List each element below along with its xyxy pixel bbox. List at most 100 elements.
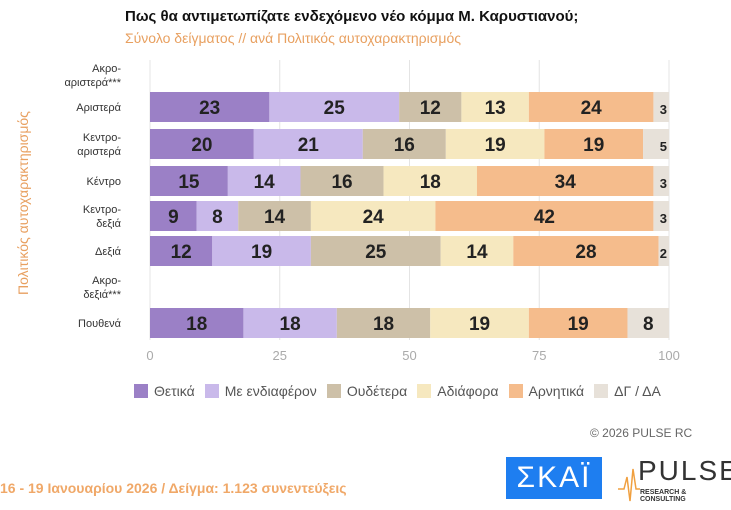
chart-subtitle: Σύνολο δείγματος // ανά Πολιτικός αυτοχα… xyxy=(125,30,461,46)
bar-segment xyxy=(336,308,431,338)
data-label: 23 xyxy=(199,98,220,119)
data-label: 3 xyxy=(660,176,667,191)
data-label: 19 xyxy=(251,242,272,263)
data-label: 3 xyxy=(660,102,667,117)
legend-label: ΔΓ / ΔΑ xyxy=(614,383,661,399)
data-label: 16 xyxy=(394,135,415,156)
data-label: 21 xyxy=(298,135,320,156)
legend-swatch xyxy=(134,384,148,398)
x-tick-label: 0 xyxy=(146,348,153,363)
data-label: 2 xyxy=(660,246,667,261)
data-label: 8 xyxy=(643,314,654,335)
bar-segment xyxy=(627,308,669,338)
data-label: 28 xyxy=(575,242,596,263)
legend-label: Αρνητικά xyxy=(528,383,585,399)
data-label: 3 xyxy=(660,211,667,226)
data-label: 25 xyxy=(365,242,387,263)
bar-segment xyxy=(544,129,644,159)
category-label: Πουθενά xyxy=(78,318,122,330)
footer-note: 16 - 19 Ιανουαρίου 2026 / Δείγμα: 1.123 … xyxy=(0,480,347,496)
legend-swatch xyxy=(508,384,523,398)
legend-item: Αδιάφορα xyxy=(417,383,499,399)
bar-segment xyxy=(269,92,400,122)
category-label: Κεντρο-δεξιά xyxy=(83,204,122,230)
data-label: 19 xyxy=(568,314,589,335)
data-label: 19 xyxy=(469,314,490,335)
category-label: Δεξιά xyxy=(95,246,122,258)
category-label: Ακρο-αριστερά*** xyxy=(64,63,121,89)
data-label: 20 xyxy=(191,135,212,156)
bar-segment xyxy=(643,129,669,159)
bar-segment xyxy=(150,201,197,231)
legend-item: Αρνητικά xyxy=(508,383,585,399)
data-label: 12 xyxy=(420,98,441,119)
data-label: 25 xyxy=(324,98,346,119)
bar-segment xyxy=(212,236,311,266)
x-tick-label: 75 xyxy=(532,348,546,363)
bar-segment xyxy=(383,166,477,196)
bar-segment xyxy=(310,201,436,231)
data-label: 19 xyxy=(583,135,604,156)
legend-item: Ουδέτερα xyxy=(326,383,408,399)
data-label: 24 xyxy=(581,98,603,119)
data-label: 9 xyxy=(168,207,179,228)
legend-swatch xyxy=(594,384,609,398)
bar-segment xyxy=(227,166,301,196)
bar-segment xyxy=(196,201,239,231)
category-label: Κεντρο-αριστερά xyxy=(77,132,121,158)
x-tick-label: 50 xyxy=(402,348,416,363)
bar-segment xyxy=(653,92,669,122)
data-label: 24 xyxy=(363,207,385,228)
bar-segment xyxy=(150,92,270,122)
bar-segment xyxy=(243,308,337,338)
pulse-logo: PULSE RESEARCH & CONSULTING xyxy=(618,455,731,503)
data-label: 34 xyxy=(555,172,577,193)
legend-label: Ουδέτερα xyxy=(346,383,408,399)
data-label: 14 xyxy=(466,242,488,263)
data-label: 8 xyxy=(212,207,223,228)
legend-item: ΔΓ / ΔΑ xyxy=(594,383,661,399)
legend-item: Θετικά xyxy=(134,383,195,399)
bar-segment xyxy=(440,236,514,266)
x-tick-label: 25 xyxy=(273,348,287,363)
bar-segment xyxy=(253,129,363,159)
data-label: 13 xyxy=(485,98,506,119)
bar-segment xyxy=(150,129,254,159)
data-label: 18 xyxy=(420,172,441,193)
data-label: 42 xyxy=(534,207,555,228)
legend-label: Θετικά xyxy=(154,383,195,399)
data-label: 15 xyxy=(178,172,200,193)
data-label: 19 xyxy=(485,135,506,156)
bar-segment xyxy=(150,308,244,338)
data-label: 12 xyxy=(171,242,192,263)
legend-label: Με ενδιαφέρον xyxy=(224,383,317,399)
category-label: Αριστερά xyxy=(76,102,121,114)
skai-logo: ΣΚΑΪ xyxy=(506,457,602,499)
data-label: 18 xyxy=(186,314,207,335)
legend-item: Με ενδιαφέρον xyxy=(204,383,317,399)
bar-segment xyxy=(362,129,446,159)
chart-title: Πως θα αντιμετωπίζατε ενδεχόμενο νέο κόμ… xyxy=(125,8,579,25)
bar-segment xyxy=(658,236,669,266)
data-label: 16 xyxy=(331,172,352,193)
bar-segment xyxy=(150,236,213,266)
data-label: 14 xyxy=(254,172,276,193)
legend-label: Αδιάφορα xyxy=(437,383,499,399)
category-label: Κέντρο xyxy=(87,176,121,188)
data-label: 18 xyxy=(280,314,301,335)
bar-segment xyxy=(528,92,654,122)
bar-segment xyxy=(653,166,669,196)
bar-segment xyxy=(476,166,654,196)
bar-segment xyxy=(300,166,384,196)
data-label: 14 xyxy=(264,207,286,228)
bar-segment xyxy=(435,201,654,231)
x-tick-label: 100 xyxy=(658,348,680,363)
bar-segment xyxy=(399,92,462,122)
category-label: Ακρο-δεξιά*** xyxy=(83,275,121,301)
bar-segment xyxy=(513,236,659,266)
data-label: 5 xyxy=(660,139,667,154)
bar-segment xyxy=(238,201,311,231)
bar-segment xyxy=(653,201,669,231)
